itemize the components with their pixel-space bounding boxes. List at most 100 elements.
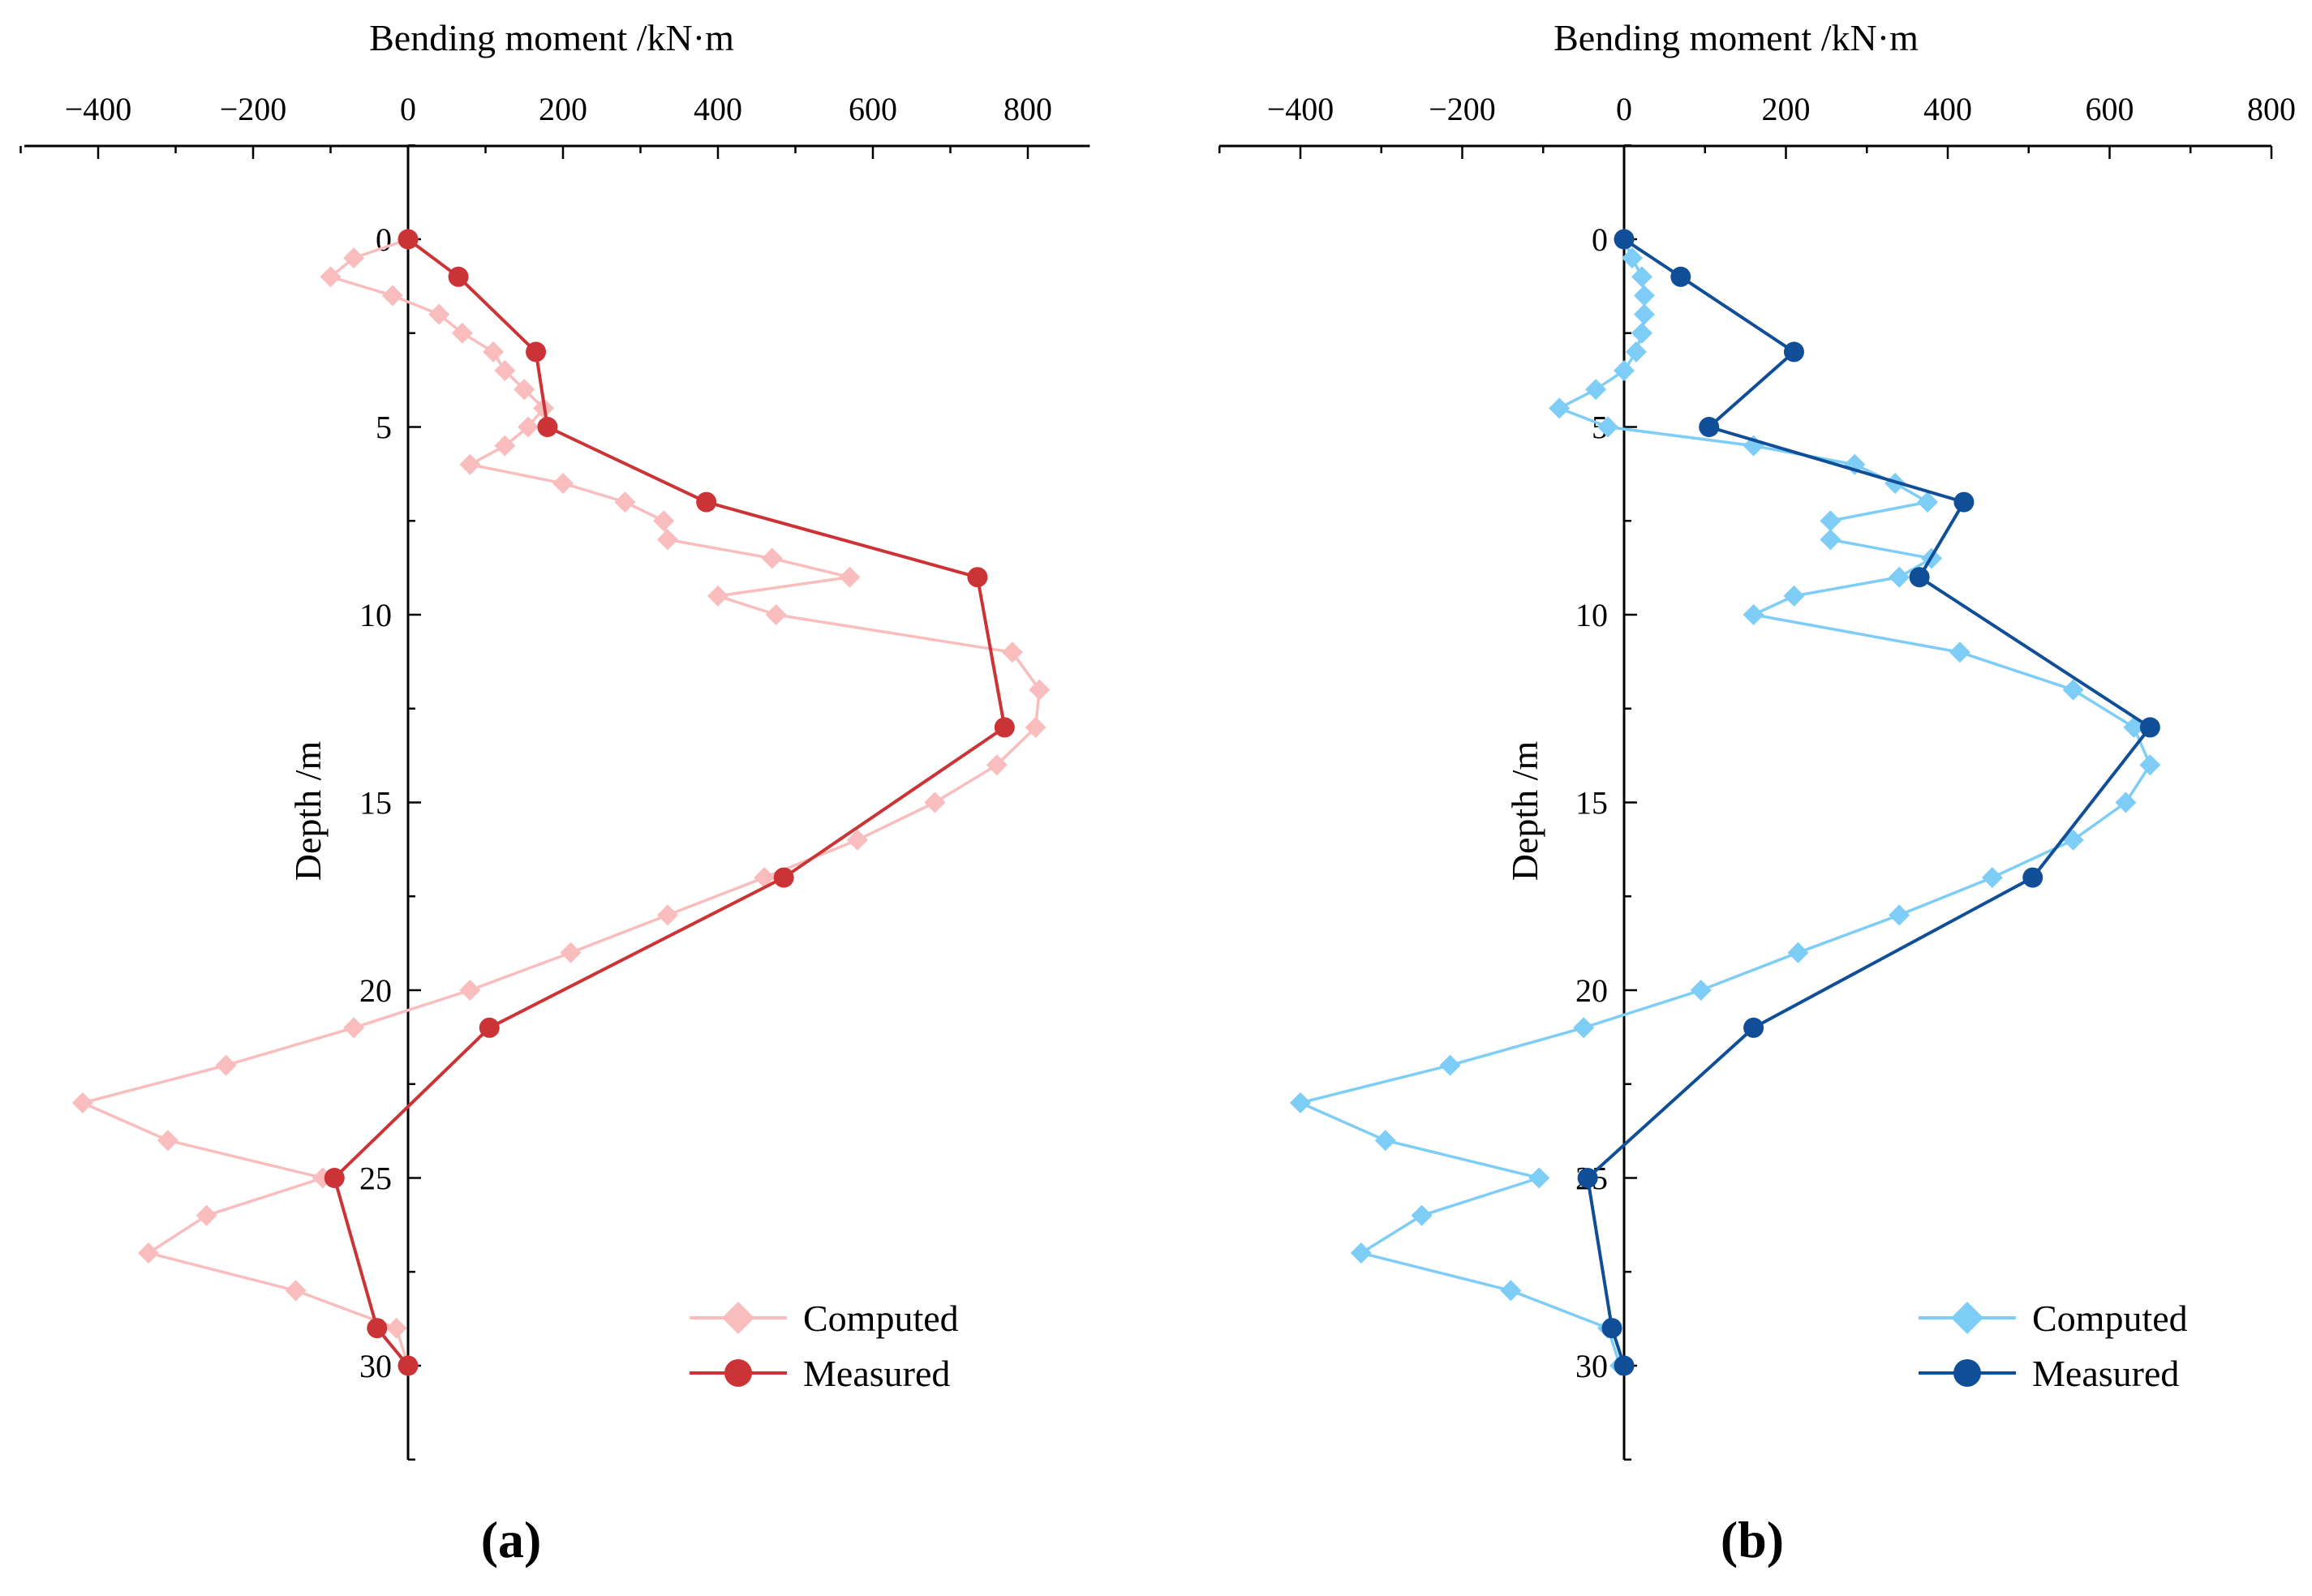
computed-point (614, 491, 636, 513)
legend-measured-label: Measured (2032, 1353, 2179, 1394)
computed-point (1290, 1092, 1311, 1113)
measured-point (537, 417, 558, 437)
x-tick-label: 0 (1616, 91, 1632, 127)
computed-point (1411, 1204, 1433, 1226)
y-tick-label: 0 (376, 221, 392, 258)
x-tick-label: 800 (2247, 91, 2296, 127)
measured-point (526, 341, 547, 363)
measured-point (994, 717, 1015, 738)
measured-point (324, 1168, 345, 1188)
computed-point (494, 360, 516, 382)
x-tick-label: 600 (2086, 91, 2134, 127)
measured-point (367, 1318, 388, 1339)
measured-point (773, 867, 794, 888)
x-tick-label: 400 (694, 91, 742, 127)
computed-point (71, 1092, 93, 1113)
measured-series-line (333, 238, 1007, 1367)
computed-point (1820, 510, 1841, 532)
computed-point (518, 416, 539, 438)
legend-computed-label: Computed (2032, 1298, 2188, 1339)
computed-point (157, 1130, 178, 1152)
legend-computed-marker (722, 1302, 754, 1334)
computed-point (1690, 980, 1712, 1001)
computed-point (381, 285, 403, 307)
measured-point (479, 1017, 500, 1038)
measured-point (1909, 567, 1930, 588)
computed-point (1549, 397, 1571, 419)
computed-point (483, 341, 505, 363)
computed-point (343, 1017, 365, 1039)
computed-point (552, 472, 574, 494)
computed-point (1820, 529, 1841, 551)
y-tick-label: 0 (1592, 221, 1608, 258)
computed-point (451, 322, 473, 344)
computed-point (765, 604, 787, 625)
x-tick-label: −200 (220, 91, 287, 127)
x-tick-label: 200 (539, 91, 587, 127)
measured-point (1743, 1017, 1764, 1038)
measured-point (1953, 491, 1975, 513)
computed-point (1625, 341, 1647, 363)
computed-series-line (1299, 238, 2152, 1366)
computed-point (514, 379, 535, 401)
measured-point (1614, 1355, 1635, 1376)
computed-point (1001, 641, 1023, 663)
y-tick-label: 5 (376, 410, 392, 446)
computed-point (1631, 266, 1652, 288)
computed-point (839, 566, 861, 588)
y-tick-label: 25 (359, 1161, 392, 1197)
x-tick-label: −200 (1429, 91, 1496, 127)
computed-point (2139, 754, 2161, 776)
computed-point (1949, 641, 1970, 663)
computed-point (1889, 566, 1910, 588)
computed-point (2062, 679, 2084, 701)
computed-point (1917, 491, 1939, 513)
measured-point (2022, 867, 2043, 888)
measured-point (1614, 229, 1635, 250)
computed-point (1621, 247, 1643, 269)
legend-measured-marker (1953, 1359, 1981, 1387)
measured-point (398, 229, 419, 250)
panel-b: Bending moment /kN·m−400 −200 0 200 400 600 80… (1218, 17, 2296, 1568)
measured-point (1783, 341, 1804, 363)
computed-point (1889, 904, 1910, 926)
computed-point (1374, 1130, 1396, 1152)
y-tick-label: 20 (1575, 972, 1608, 1009)
y-axis-title: Depth /m (287, 741, 329, 882)
computed-point (285, 1280, 307, 1302)
computed-point (1500, 1280, 1522, 1302)
computed-point (846, 829, 868, 851)
measured-point (398, 1355, 419, 1376)
computed-point (459, 453, 481, 475)
computed-point (1631, 322, 1652, 344)
computed-point (1439, 1054, 1461, 1076)
computed-point (754, 867, 776, 889)
computed-point (494, 435, 516, 457)
y-axis-title: Depth /m (1504, 741, 1545, 882)
computed-point (1350, 1242, 1372, 1264)
computed-point (428, 303, 450, 325)
computed-point (986, 754, 1008, 776)
computed-point (560, 942, 582, 963)
computed-point (1633, 285, 1655, 307)
computed-point (138, 1242, 160, 1264)
y-tick-label: 15 (359, 785, 392, 822)
computed-point (1981, 867, 2003, 889)
computed-point (1633, 303, 1655, 325)
panel-label: (a) (481, 1511, 542, 1568)
measured-point (1670, 266, 1691, 287)
x-tick-label: 800 (1003, 91, 1052, 127)
measured-point (967, 567, 988, 588)
computed-point (1029, 679, 1051, 701)
computed-point (385, 1317, 407, 1339)
x-tick-label: 600 (849, 91, 897, 127)
x-axis-title: Bending moment /kN·m (1554, 17, 1919, 58)
x-tick-label: 200 (1762, 91, 1811, 127)
measured-point (448, 266, 469, 287)
computed-point (196, 1204, 217, 1226)
computed-point (1743, 604, 1764, 625)
measured-series-line (1586, 238, 2152, 1366)
legend-computed-label: Computed (803, 1298, 959, 1339)
legend-computed-marker (1951, 1302, 1983, 1334)
